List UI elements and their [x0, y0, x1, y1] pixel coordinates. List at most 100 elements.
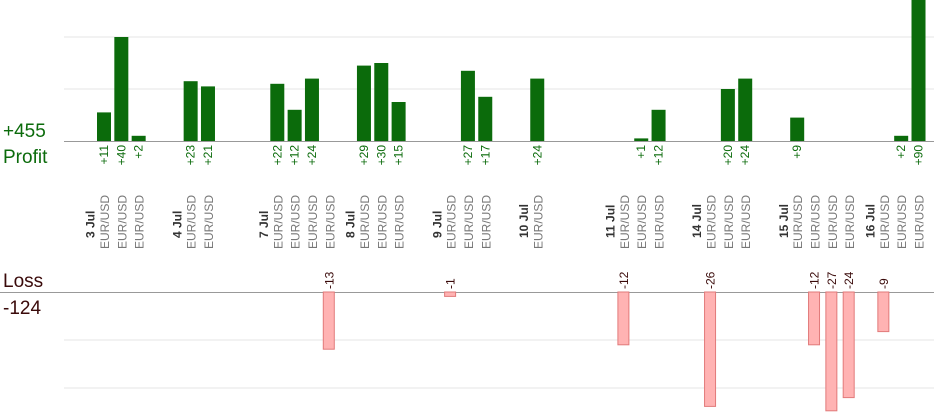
- loss-value-label: -12: [808, 271, 822, 289]
- trade-symbol-label: EUR/USD: [722, 195, 736, 249]
- trade-symbol-label: EUR/USD: [393, 195, 407, 249]
- profit-value-label: +20: [721, 145, 735, 166]
- profit-value-label: +90: [912, 145, 926, 166]
- day-label: 3 Jul: [84, 211, 98, 238]
- profit-value-label: +30: [374, 145, 388, 166]
- profit-bar: [200, 86, 215, 141]
- profit-bar: [738, 78, 753, 141]
- loss-value-label: -1: [444, 278, 458, 289]
- day-label: 10 Jul: [517, 204, 531, 238]
- profit-bar: [790, 117, 805, 141]
- profit-value-label: +24: [530, 145, 544, 166]
- trade-symbol-label: EUR/USD: [635, 195, 649, 249]
- profit-value-label: +24: [738, 145, 752, 166]
- loss-bar: [842, 291, 855, 399]
- profit-value-label: +27: [461, 145, 475, 166]
- profit-bar: [460, 70, 475, 141]
- profit-value-label: +12: [652, 145, 666, 166]
- day-label: 9 Jul: [430, 211, 444, 238]
- profit-value-label: +17: [478, 145, 492, 166]
- profit-label: Profit: [3, 147, 48, 168]
- profit-bar: [911, 0, 926, 141]
- loss-label: Loss: [3, 271, 43, 292]
- loss-total: -124: [3, 298, 41, 319]
- profit-bar: [114, 37, 129, 141]
- profit-value-label: +29: [357, 145, 371, 166]
- profit-bar: [304, 78, 319, 141]
- loss-value-label: -24: [842, 271, 856, 289]
- profit-bar: [530, 78, 545, 141]
- profit-value-label: +2: [132, 145, 146, 159]
- loss-bar: [322, 291, 335, 350]
- profit-value-label: +2: [894, 145, 908, 159]
- trade-symbol-label: EUR/USD: [913, 195, 927, 249]
- trade-symbol-label: EUR/USD: [445, 195, 459, 249]
- day-label: 8 Jul: [344, 211, 358, 238]
- trade-symbol-label: EUR/USD: [185, 195, 199, 249]
- profit-value-label: +21: [201, 145, 215, 166]
- trade-symbol-label: EUR/USD: [289, 195, 303, 249]
- trade-symbol-label: EUR/USD: [809, 195, 823, 249]
- loss-bar: [825, 291, 838, 412]
- profit-bar: [894, 135, 909, 141]
- profit-value-label: +22: [270, 145, 284, 166]
- profit-value-label: +1: [634, 145, 648, 159]
- day-label: 7 Jul: [257, 211, 271, 238]
- profit-value-label: +23: [184, 145, 198, 166]
- profit-value-label: +9: [790, 145, 804, 159]
- trade-symbol-label: EUR/USD: [653, 195, 667, 249]
- loss-value-label: -26: [704, 271, 718, 289]
- profit-bar: [374, 63, 389, 141]
- trade-symbol-label: EUR/USD: [306, 195, 320, 249]
- trade-symbol-label: EUR/USD: [115, 195, 129, 249]
- loss-value-label: -13: [322, 271, 336, 289]
- loss-value-label: -12: [617, 271, 631, 289]
- profit-bar: [720, 89, 735, 141]
- profit-value-label: +24: [305, 145, 319, 166]
- trade-symbol-label: EUR/USD: [133, 195, 147, 249]
- profit-bar: [391, 102, 406, 141]
- profit-bar: [478, 96, 493, 141]
- profit-bar: [651, 109, 666, 141]
- trade-symbol-label: EUR/USD: [358, 195, 372, 249]
- trade-symbol-label: EUR/USD: [826, 195, 840, 249]
- trade-symbol-label: EUR/USD: [618, 195, 632, 249]
- profit-bar: [287, 109, 302, 141]
- trade-symbol-label: EUR/USD: [705, 195, 719, 249]
- loss-bar: [444, 291, 457, 297]
- trade-symbol-label: EUR/USD: [895, 195, 909, 249]
- trade-symbol-label: EUR/USD: [323, 195, 337, 249]
- day-label: 15 Jul: [777, 204, 791, 238]
- trade-symbol-label: EUR/USD: [479, 195, 493, 249]
- loss-bar: [704, 291, 717, 407]
- trade-symbol-label: EUR/USD: [531, 195, 545, 249]
- trade-symbol-label: EUR/USD: [739, 195, 753, 249]
- trade-symbol-label: EUR/USD: [271, 195, 285, 249]
- loss-value-label: -9: [877, 278, 891, 289]
- day-label: 14 Jul: [690, 204, 704, 238]
- trade-symbol-label: EUR/USD: [202, 195, 216, 249]
- loss-bar: [808, 291, 821, 346]
- profit-value-label: +40: [114, 145, 128, 166]
- profit-bar: [356, 65, 371, 141]
- trade-symbol-label: EUR/USD: [98, 195, 112, 249]
- profit-bar: [270, 83, 285, 141]
- profit-bar: [131, 135, 146, 141]
- trade-symbol-label: EUR/USD: [462, 195, 476, 249]
- trade-symbol-label: EUR/USD: [375, 195, 389, 249]
- profit-bar: [183, 81, 198, 141]
- profit-bar: [97, 112, 111, 141]
- trade-symbol-label: EUR/USD: [878, 195, 892, 249]
- profit-value-label: +11: [97, 145, 111, 165]
- profit-value-label: +15: [392, 145, 406, 166]
- day-label: 16 Jul: [864, 204, 878, 238]
- profit-bar: [634, 138, 649, 141]
- loss-bar: [617, 291, 630, 346]
- loss-value-label: -27: [825, 271, 839, 289]
- trade-symbol-label: EUR/USD: [791, 195, 805, 249]
- day-label: 4 Jul: [170, 211, 184, 238]
- profit-total: +455: [3, 121, 46, 142]
- loss-bar: [877, 291, 890, 333]
